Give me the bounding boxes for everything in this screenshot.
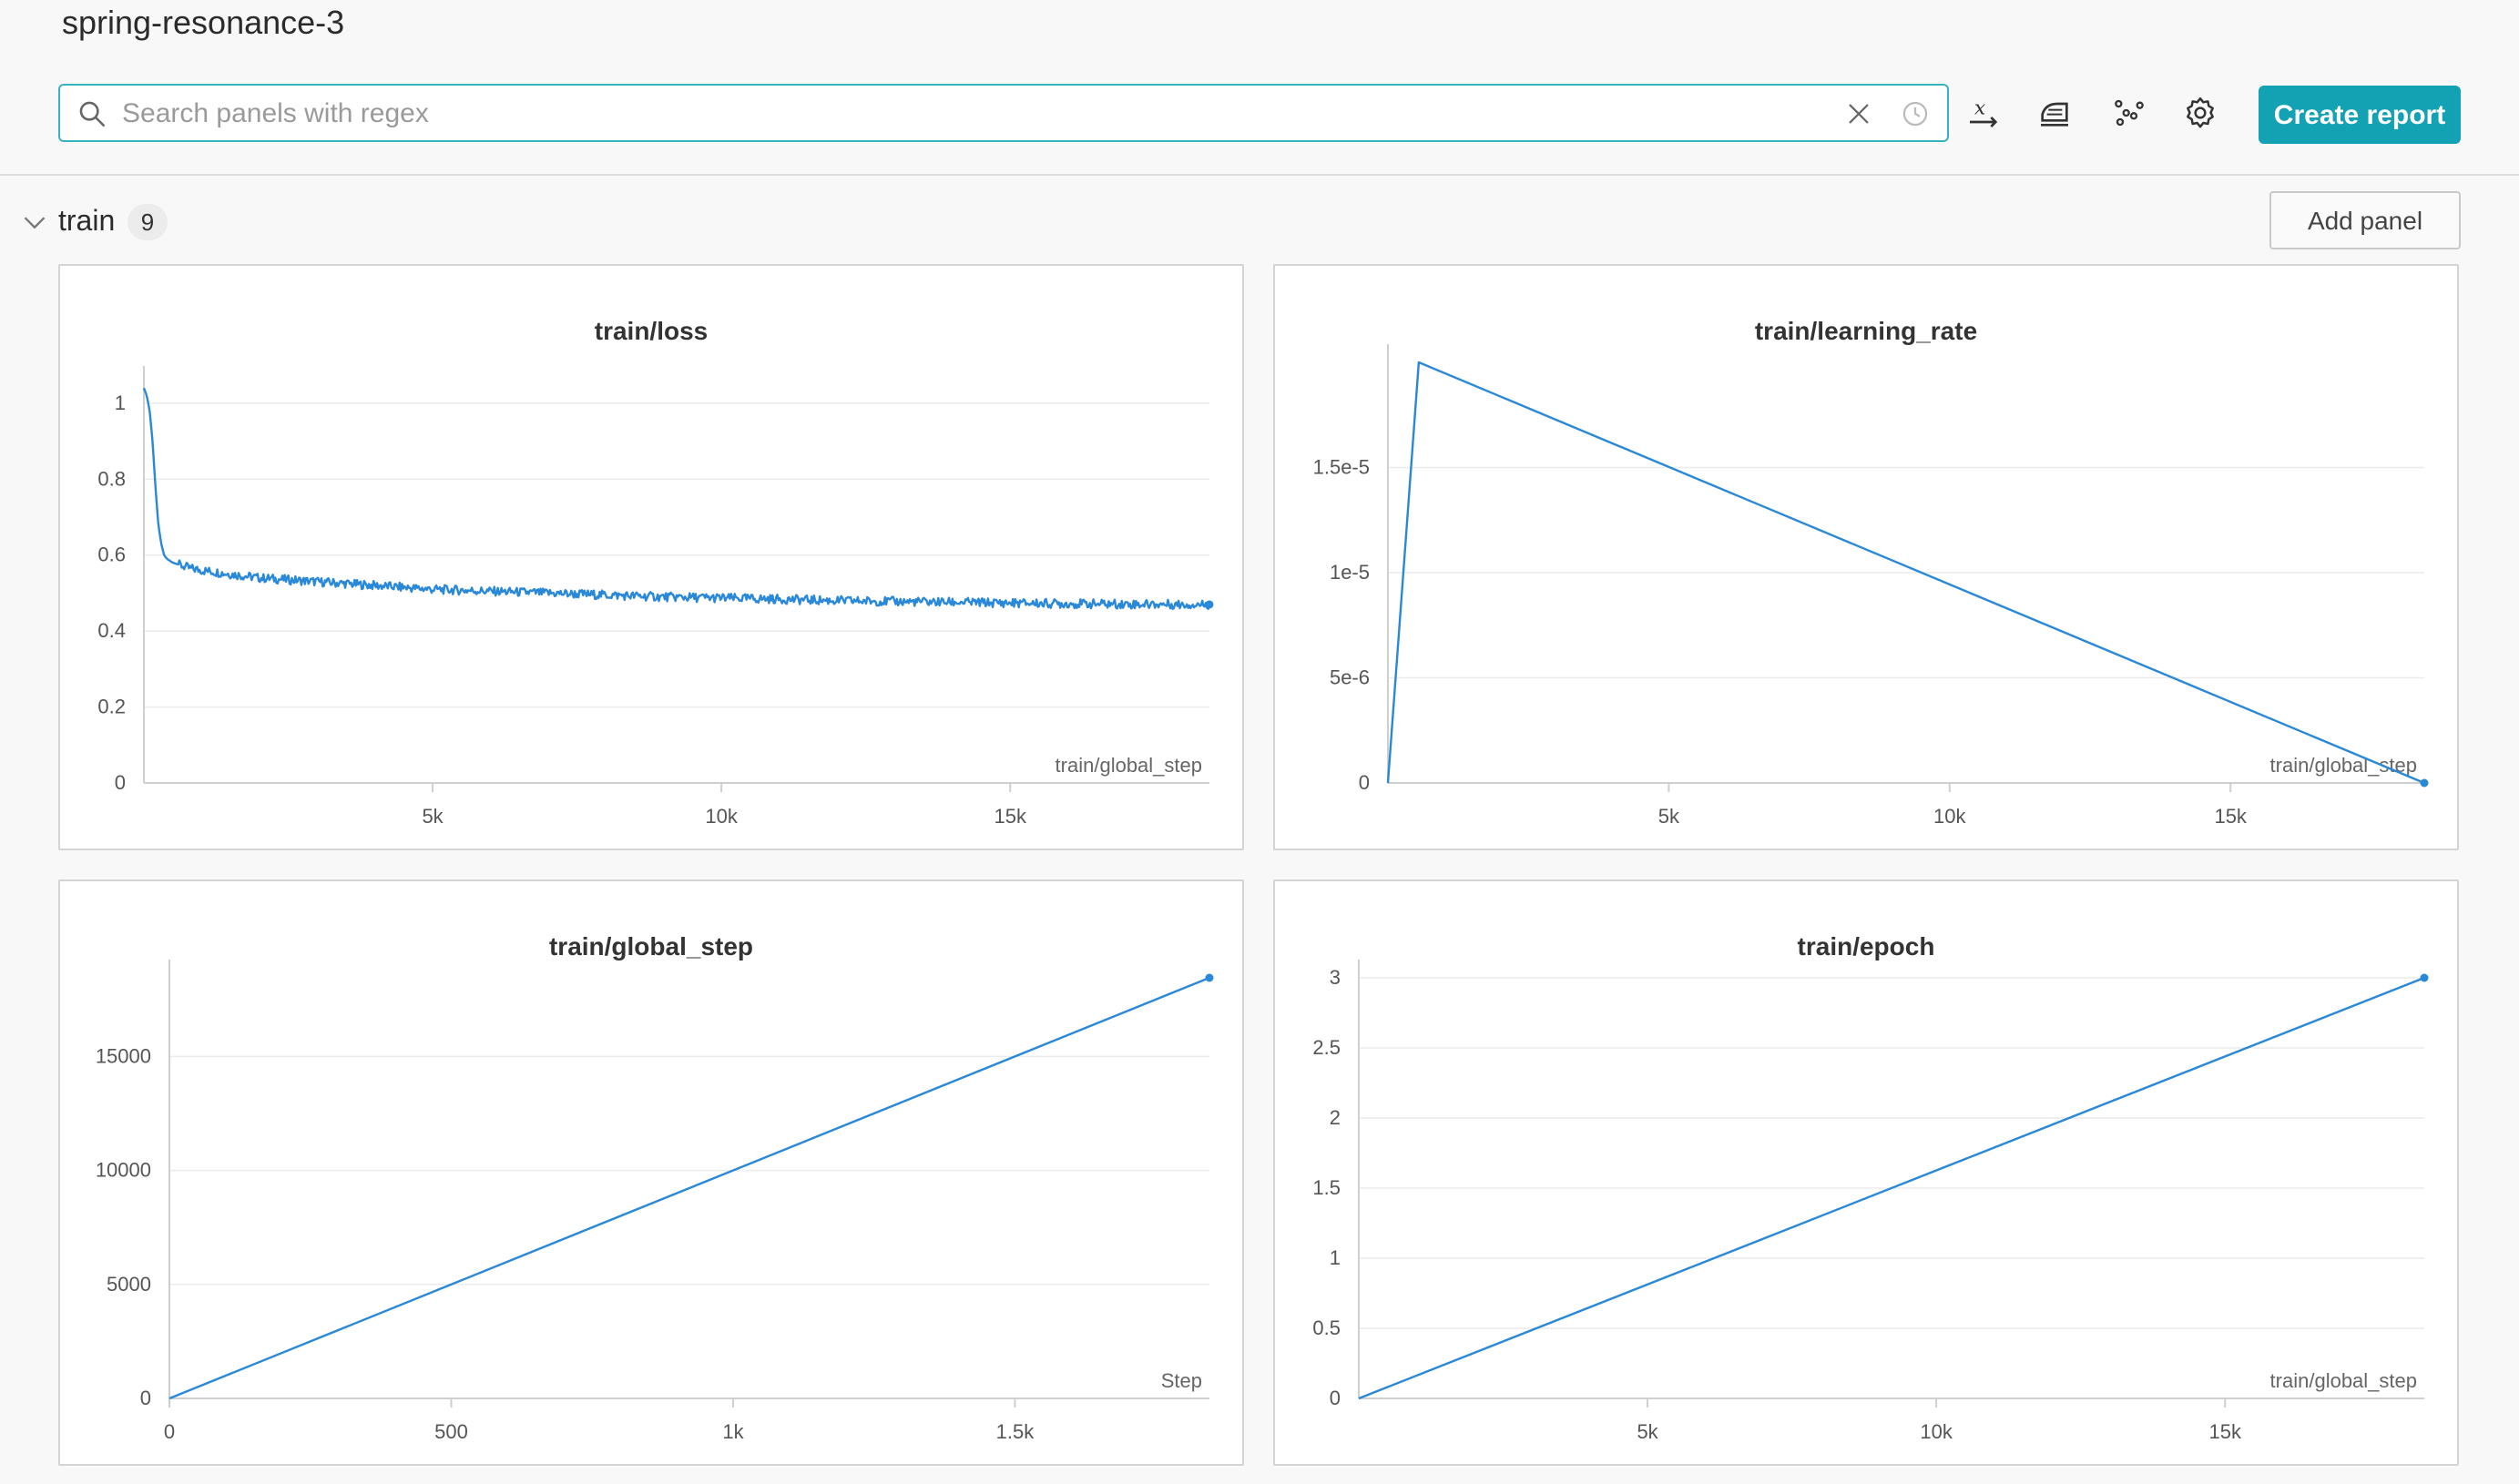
y-tick-label: 1e-5: [1330, 561, 1370, 584]
section-title[interactable]: train: [58, 204, 116, 237]
y-tick-label: 5e-6: [1330, 666, 1370, 689]
y-tick-label: 15000: [96, 1044, 151, 1067]
y-tick-label: 1: [115, 391, 126, 414]
x-tick-label: 500: [434, 1420, 468, 1443]
x-tick-label: 15k: [2208, 1420, 2241, 1443]
x-axis-title: train/global_step: [2270, 754, 2417, 777]
series-end-point: [2420, 973, 2429, 982]
series-line: [142, 387, 1211, 610]
create-report-button[interactable]: Create report: [2259, 86, 2461, 144]
smoothing-icon[interactable]: [2036, 95, 2073, 131]
panel-title: train/learning_rate: [1754, 317, 1978, 345]
search-bar[interactable]: [58, 84, 1949, 142]
y-tick-label: 0: [115, 771, 126, 794]
y-tick-label: 0.4: [97, 619, 126, 642]
series-end-point: [2420, 778, 2429, 788]
y-tick-label: 5000: [107, 1273, 151, 1296]
x-tick-label: 0: [164, 1420, 175, 1443]
panel-title: train/loss: [594, 317, 709, 345]
x-axis-title: train/global_step: [2270, 1369, 2417, 1392]
y-tick-label: 0: [140, 1387, 151, 1409]
x-tick-label: 1.5k: [996, 1420, 1035, 1443]
x-tick-label: 5k: [1637, 1420, 1658, 1443]
y-tick-label: 2.5: [1312, 1036, 1341, 1059]
y-tick-label: 1: [1330, 1246, 1341, 1269]
y-tick-label: 2: [1330, 1106, 1341, 1129]
y-tick-label: 0.5: [1312, 1316, 1341, 1339]
x-tick-label: 5k: [422, 805, 444, 828]
chart-panel-train-epoch[interactable]: train/epoch 0 0.5 1 1.5 2 2.5 3 5k 10k 15k train/g…: [1273, 879, 2459, 1466]
x-tick-label: 10k: [1933, 805, 1966, 828]
series-end-point: [1205, 600, 1214, 609]
panel-title: train/epoch: [1797, 932, 1935, 961]
x-tick-label: 5k: [1658, 805, 1680, 828]
y-tick-label: 0: [1330, 1387, 1341, 1409]
x-tick-label: 1k: [722, 1420, 744, 1443]
y-tick-label: 0.6: [97, 544, 126, 566]
y-tick-label: 1.5e-5: [1313, 456, 1370, 479]
line-chart[interactable]: 0 5000 10000 15000 0 500 1k 1.5k Step: [60, 881, 1242, 1464]
x-axis-title: train/global_step: [1056, 754, 1202, 777]
y-tick-label: 0: [1359, 771, 1370, 794]
series-line: [1358, 976, 2425, 1400]
series-line: [168, 976, 1210, 1400]
svg-text:x: x: [1974, 97, 1985, 120]
search-input[interactable]: [120, 93, 1854, 135]
panel-title: train/global_step: [548, 932, 754, 961]
chart-panel-train-loss[interactable]: train/loss 0 0.2 0.4 0.6 0.8 1 5k 10k 15k train/g…: [58, 264, 1244, 850]
series-end-point: [1205, 973, 1214, 982]
x-tick-label: 10k: [1920, 1420, 1953, 1443]
y-tick-label: 3: [1330, 966, 1341, 989]
close-icon[interactable]: [1845, 100, 1872, 127]
outliers-icon[interactable]: [2111, 95, 2147, 131]
add-panel-button[interactable]: Add panel: [2269, 191, 2461, 249]
x-tick-label: 15k: [994, 805, 1026, 828]
settings-icon[interactable]: [2182, 95, 2218, 131]
y-tick-label: 0.8: [97, 467, 126, 490]
x-axis-title: Step: [1161, 1369, 1202, 1392]
line-chart[interactable]: 0 0.5 1 1.5 2 2.5 3 5k 10k 15k train/global_step: [1275, 881, 2457, 1464]
chevron-down-icon[interactable]: [22, 213, 47, 233]
y-tick-label: 10000: [96, 1159, 151, 1182]
chart-panel-train-global-step[interactable]: train/global_step 0 5000 10000 15000 0 500 1k 1…: [58, 879, 1244, 1466]
x-tick-label: 15k: [2214, 805, 2247, 828]
y-tick-label: 1.5: [1312, 1176, 1341, 1199]
line-chart[interactable]: 0 5e-6 1e-5 1.5e-5 5k 10k 15k train/global_step: [1275, 266, 2457, 849]
section-count-badge: 9: [127, 204, 168, 240]
x-tick-label: 10k: [705, 805, 738, 828]
search-icon: [79, 101, 106, 127]
x-axis-icon[interactable]: x: [1965, 95, 2002, 131]
history-icon[interactable]: [1900, 98, 1931, 129]
y-tick-label: 0.2: [97, 696, 126, 718]
run-title: spring-resonance-3: [62, 4, 345, 41]
header-divider: [0, 174, 2519, 176]
series-line: [1386, 361, 2425, 785]
chart-panel-train-learning-rate[interactable]: train/learning_rate 0 5e-6 1e-5 1.5e-5 5k 10k…: [1273, 264, 2459, 850]
